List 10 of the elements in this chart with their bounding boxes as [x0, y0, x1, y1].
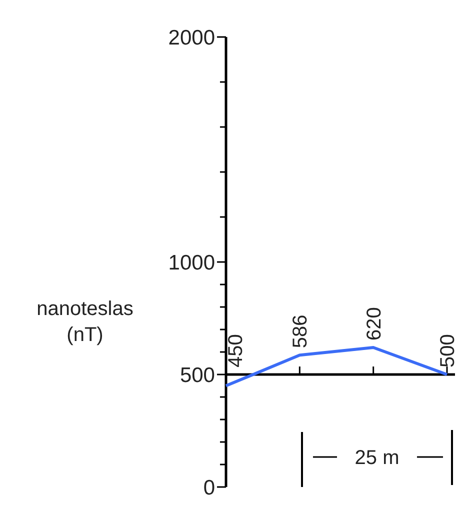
y-tick-label: 1000: [168, 251, 215, 274]
y-axis-title: nanoteslas (nT): [36, 298, 134, 346]
y-tick-label: 500: [180, 364, 215, 387]
data-label: 620: [363, 307, 386, 340]
data-label: 450: [225, 334, 247, 368]
annotation: 25 m: [354, 447, 400, 469]
data-label: 500: [437, 334, 459, 368]
y-tick-label: 2000: [168, 26, 215, 50]
data-label: 586: [290, 314, 312, 348]
y-tick-label: 0: [203, 476, 215, 500]
